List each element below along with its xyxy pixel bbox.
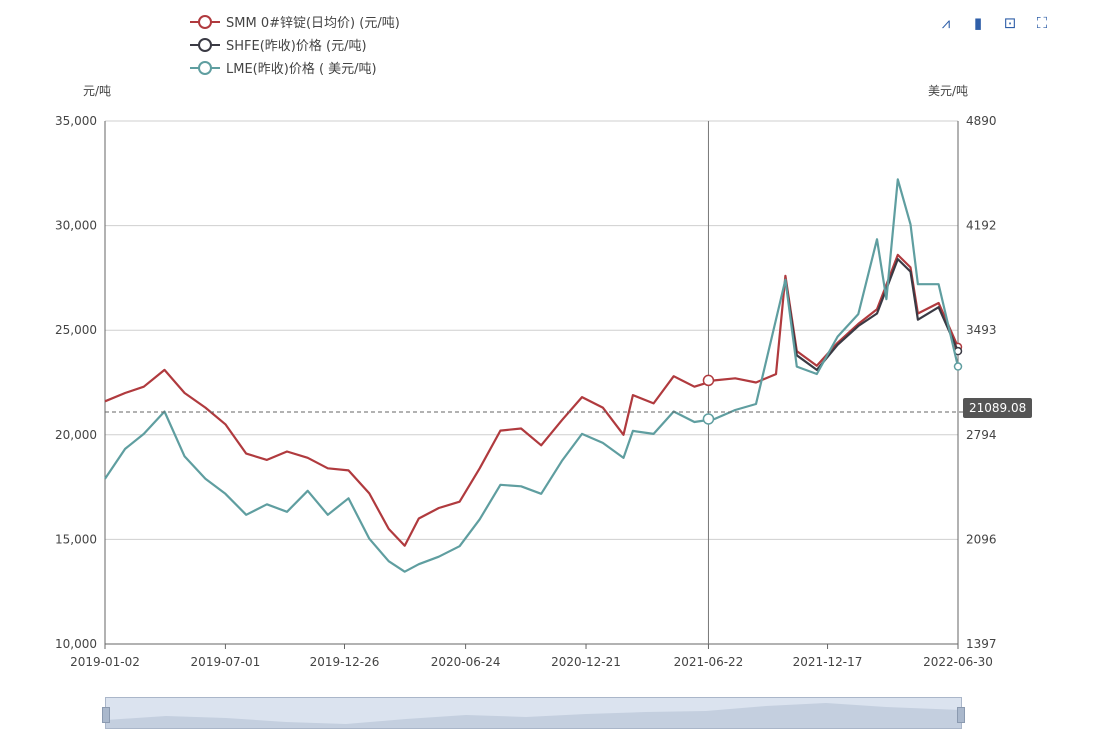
left-axis-tick-label: 10,000 xyxy=(55,637,97,651)
legend-label-lme: LME(昨收)价格 ( 美元/吨) xyxy=(226,62,377,77)
right-axis-tick-label: 4890 xyxy=(966,114,997,128)
legend-item-smm[interactable]: SMM 0#锌锭(日均价) (元/吨) xyxy=(190,10,400,33)
legend-marker-lme xyxy=(190,60,220,76)
slider-handle-right[interactable] xyxy=(957,707,965,723)
slider-handle-left[interactable] xyxy=(102,707,110,723)
bar-chart-icon[interactable]: ▮ xyxy=(973,14,983,32)
legend-label-shfe: SHFE(昨收)价格 (元/吨) xyxy=(226,39,367,54)
line-chart-icon[interactable]: ⩘ xyxy=(941,14,951,32)
legend-item-lme[interactable]: LME(昨收)价格 ( 美元/吨) xyxy=(190,56,400,79)
right-axis-tick-label: 1397 xyxy=(966,637,997,651)
crosshair-point-0 xyxy=(702,374,715,387)
x-axis-tick-label: 2020-06-24 xyxy=(431,655,501,669)
legend-label-smm: SMM 0#锌锭(日均价) (元/吨) xyxy=(226,16,400,31)
x-axis-tick-label: 2021-12-17 xyxy=(793,655,863,669)
left-axis-tick-label: 20,000 xyxy=(55,428,97,442)
fullscreen-icon[interactable]: ⛶ xyxy=(1036,14,1048,32)
x-axis-tick-label: 2019-07-01 xyxy=(191,655,261,669)
left-axis-tick-label: 25,000 xyxy=(55,323,97,337)
crosshair-point-2 xyxy=(702,413,715,425)
legend-marker-smm xyxy=(190,14,220,30)
chart-toolbox: ⩘ ▮ ⊡ ⛶ xyxy=(938,14,1050,32)
legend-marker-shfe xyxy=(190,37,220,53)
right-axis-tick-label: 2794 xyxy=(966,428,997,442)
x-axis-tick-label: 2019-12-26 xyxy=(310,655,380,669)
right-axis-unit-label: 美元/吨 xyxy=(928,84,968,98)
series-end-point-2 xyxy=(953,362,963,371)
x-axis-tick-label: 2019-01-02 xyxy=(70,655,140,669)
crosshair-value-label: 21089.08 xyxy=(963,398,1033,418)
save-image-icon[interactable]: ⊡ xyxy=(1003,14,1017,32)
left-axis-tick-label: 35,000 xyxy=(55,114,97,128)
series-line-1 xyxy=(784,258,960,371)
right-axis-tick-label: 3493 xyxy=(966,323,997,337)
chart-legend: SMM 0#锌锭(日均价) (元/吨) SHFE(昨收)价格 (元/吨) LME… xyxy=(190,10,400,79)
right-axis-tick-label: 2096 xyxy=(966,532,997,546)
slider-preview xyxy=(106,703,961,728)
x-axis-tick-label: 2022-06-30 xyxy=(923,655,993,669)
left-axis-unit-label: 元/吨 xyxy=(83,84,111,98)
left-axis-tick-label: 30,000 xyxy=(55,219,97,233)
left-axis-tick-label: 15,000 xyxy=(55,532,97,546)
series-line-2 xyxy=(104,178,960,573)
x-axis-tick-label: 2021-06-22 xyxy=(674,655,744,669)
legend-item-shfe[interactable]: SHFE(昨收)价格 (元/吨) xyxy=(190,33,400,56)
right-axis-tick-label: 4192 xyxy=(966,219,997,233)
data-zoom-slider[interactable] xyxy=(102,697,965,729)
x-axis-tick-label: 2020-12-21 xyxy=(551,655,621,669)
